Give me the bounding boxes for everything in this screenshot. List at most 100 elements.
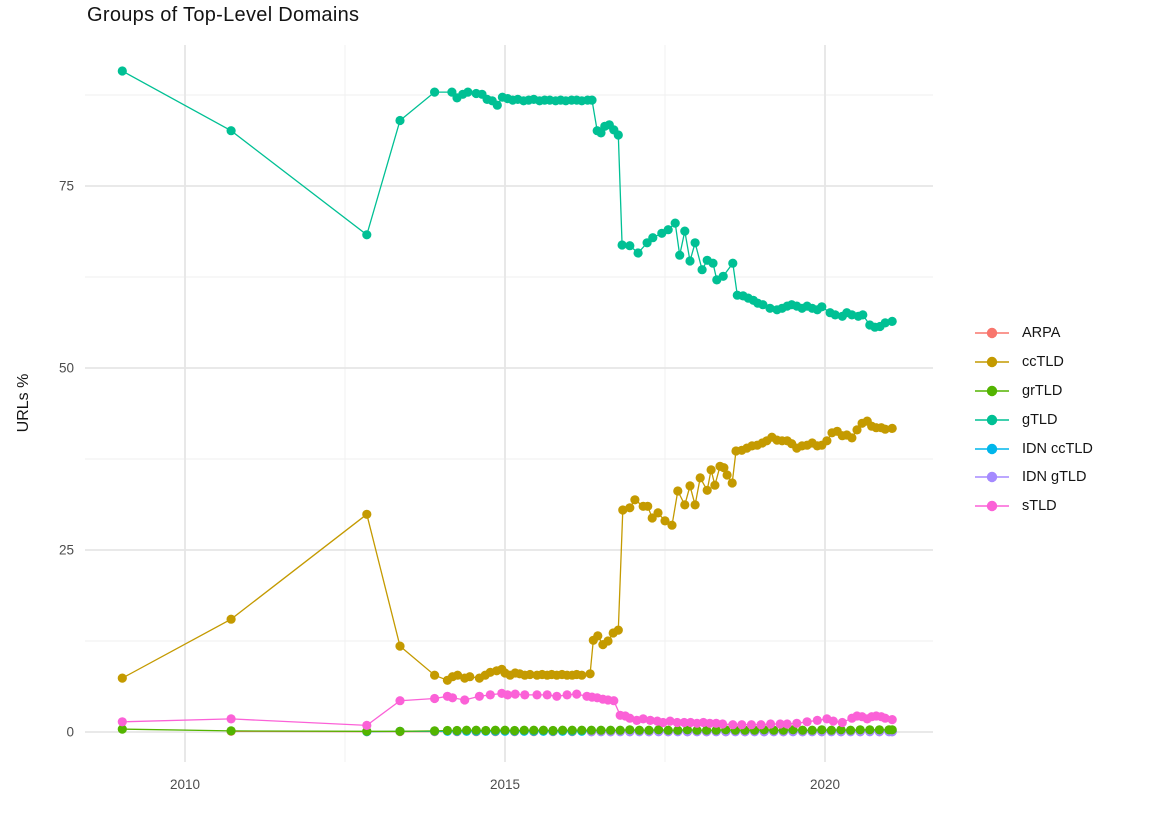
data-point-gtld <box>117 66 127 76</box>
data-point-stld <box>766 719 776 729</box>
data-point-grtld <box>117 724 127 734</box>
data-point-cctld <box>667 520 677 530</box>
data-point-grtld <box>471 725 481 735</box>
data-point-cctld <box>887 423 897 433</box>
data-point-cctld <box>362 509 372 519</box>
data-point-cctld <box>880 424 890 434</box>
legend-label-gtld: gTLD <box>1022 411 1058 428</box>
data-point-grtld <box>887 725 897 735</box>
x-tick-label: 2020 <box>810 777 840 792</box>
data-point-grtld <box>558 725 568 735</box>
data-point-gtld <box>858 310 868 320</box>
data-point-grtld <box>634 725 645 735</box>
data-point-cctld <box>685 481 695 491</box>
data-point-gtld <box>708 258 718 268</box>
legend-item-idn-gtld: IDN gTLD <box>973 463 1093 492</box>
data-point-stld <box>625 713 635 723</box>
legend-key-idn-cctld <box>975 443 1009 454</box>
legend-key-dot-gtld <box>986 414 998 425</box>
data-point-grtld <box>452 725 462 736</box>
data-point-stld <box>520 690 530 700</box>
data-point-stld <box>362 720 372 731</box>
data-point-stld <box>542 690 552 700</box>
data-point-stld <box>728 720 738 730</box>
data-point-cctld <box>722 470 732 480</box>
data-point-cctld <box>706 465 716 475</box>
data-point-stld <box>812 715 822 726</box>
legend-item-gtld: gTLD <box>973 405 1093 434</box>
data-point-grtld <box>538 725 549 735</box>
data-point-cctld <box>660 516 670 526</box>
data-point-gtld <box>887 316 897 326</box>
data-point-cctld <box>680 500 690 510</box>
data-point-stld <box>828 716 838 726</box>
legend-key-gtld <box>975 414 1009 425</box>
data-point-stld <box>572 689 582 699</box>
data-point-grtld <box>865 725 875 735</box>
data-point-gtld <box>675 250 685 260</box>
data-point-gtld <box>492 100 502 110</box>
chart-title: Groups of Top-Level Domains <box>87 4 360 26</box>
data-point-cctld <box>525 669 535 680</box>
data-point-grtld <box>509 725 520 736</box>
data-point-grtld <box>874 725 885 735</box>
data-point-cctld <box>603 636 613 646</box>
data-point-cctld <box>719 463 729 473</box>
data-point-gtld <box>685 256 695 266</box>
data-point-cctld <box>690 500 700 510</box>
data-point-cctld <box>117 673 127 683</box>
data-point-grtld <box>625 725 635 735</box>
data-point-grtld <box>500 725 510 735</box>
data-point-gtld <box>430 87 440 97</box>
legend-key-stld <box>975 500 1009 512</box>
data-point-stld <box>679 717 689 728</box>
data-point-stld <box>887 715 897 725</box>
data-point-grtld <box>798 725 808 735</box>
data-point-grtld <box>577 725 587 735</box>
data-point-cctld <box>852 425 862 435</box>
data-point-grtld <box>711 725 721 735</box>
data-point-grtld <box>836 725 846 735</box>
data-point-stld <box>775 719 785 729</box>
data-point-grtld <box>529 725 539 735</box>
data-point-stld <box>395 696 405 706</box>
data-point-stld <box>658 717 668 728</box>
data-point-grtld <box>481 725 491 736</box>
legend-key-arpa <box>975 328 1009 339</box>
data-point-cctld <box>643 501 653 511</box>
legend-key-dot-idn-cctld <box>986 443 998 454</box>
data-point-grtld <box>682 725 693 735</box>
data-point-cctld <box>727 478 737 488</box>
data-point-grtld <box>673 725 683 735</box>
data-point-stld <box>226 714 236 724</box>
data-point-gtld <box>718 271 728 281</box>
series-line-gtld <box>121 70 893 328</box>
legend-item-arpa: ARPA <box>973 319 1093 348</box>
data-point-stld <box>485 690 495 700</box>
data-point-gtld <box>680 226 690 236</box>
data-point-stld <box>782 719 792 729</box>
legend-label-stld: sTLD <box>1022 498 1057 515</box>
data-point-stld <box>756 720 766 730</box>
data-point-stld <box>645 715 655 726</box>
data-point-gtld <box>633 248 643 258</box>
data-point-grtld <box>596 725 606 735</box>
y-tick-label: 0 <box>66 725 74 740</box>
data-point-grtld <box>702 725 712 735</box>
data-point-cctld <box>822 436 832 446</box>
y-tick-label: 75 <box>59 179 74 194</box>
data-point-gtld <box>613 130 623 140</box>
data-point-grtld <box>567 725 577 735</box>
data-point-stld <box>718 719 728 729</box>
data-point-cctld <box>585 669 595 679</box>
data-point-grtld <box>663 725 673 735</box>
data-point-stld <box>562 690 572 700</box>
data-point-cctld <box>226 614 236 624</box>
data-point-cctld <box>653 508 663 518</box>
legend-key-cctld <box>975 356 1009 368</box>
data-point-stld <box>792 718 802 728</box>
data-point-stld <box>532 690 542 700</box>
x-tick-label: 2010 <box>170 777 200 792</box>
data-point-gtld <box>817 302 827 312</box>
